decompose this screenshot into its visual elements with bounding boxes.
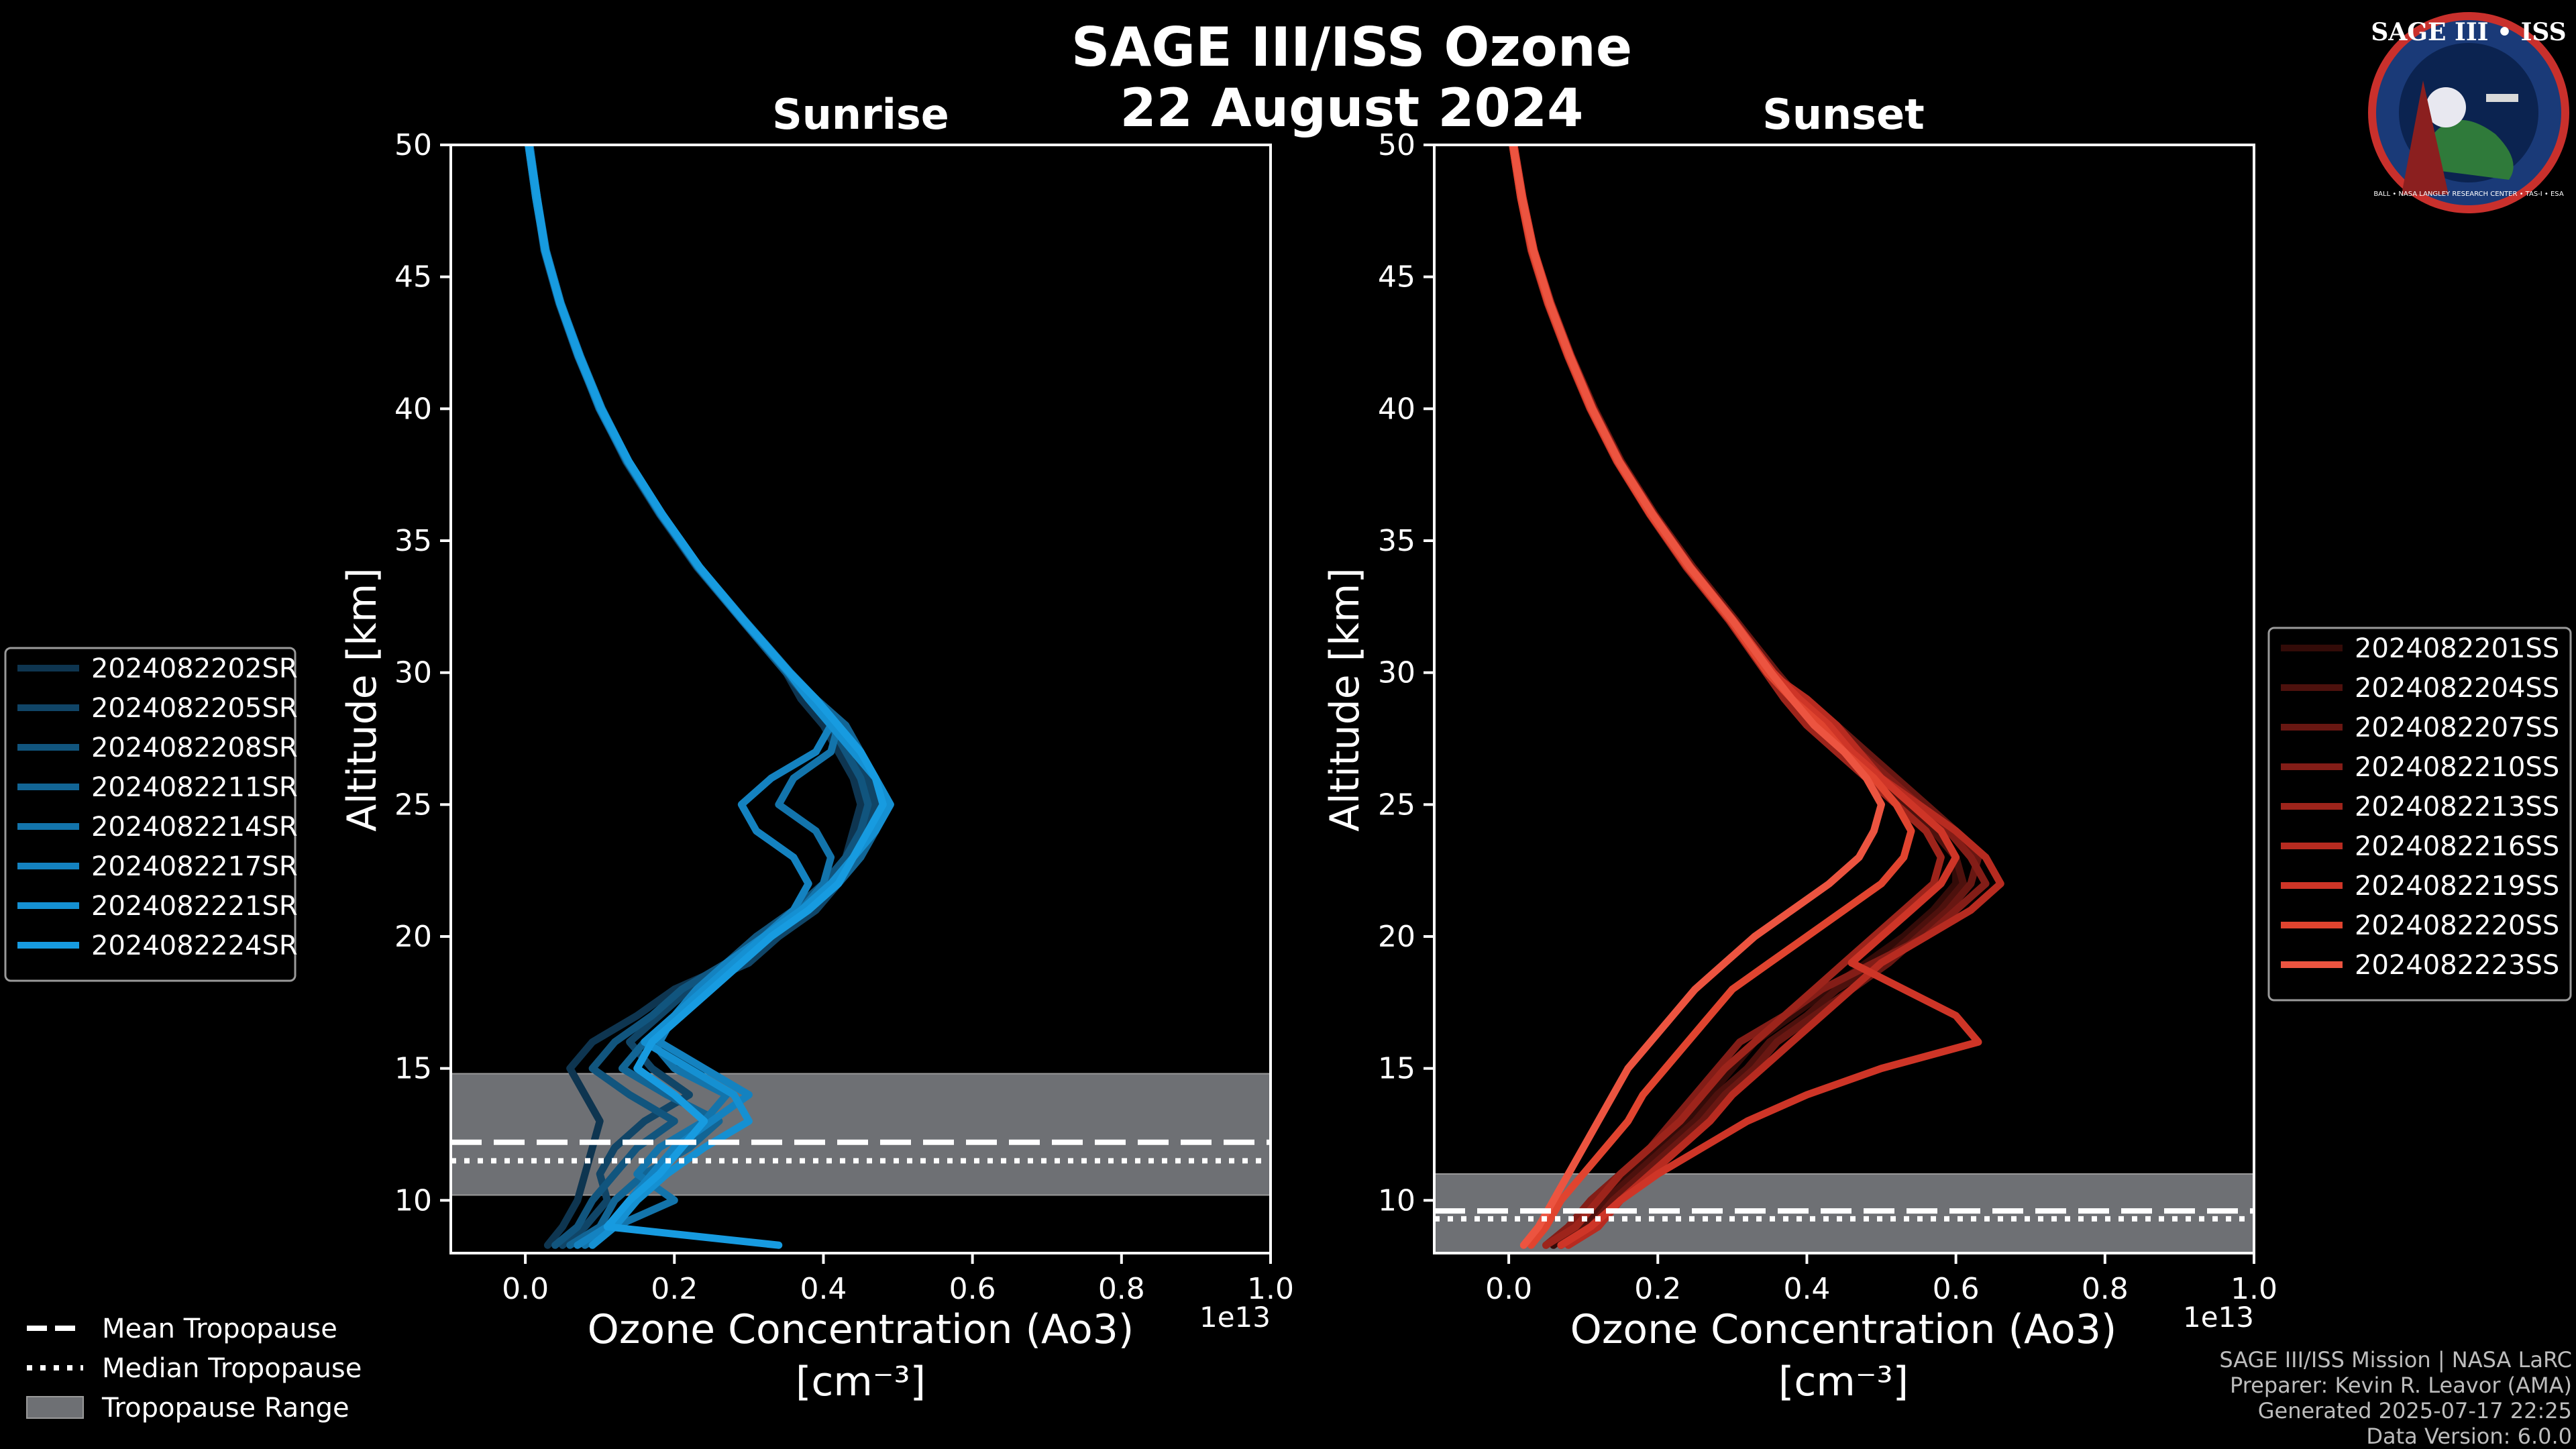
sunrise-legend-box [4, 647, 297, 982]
sunset-panel: Sunset 0.0 0.2 0.4 0.6 0.8 1.0 10 15 20 25 30 35 40 4… [1322, 90, 2277, 1405]
sunrise-x-offset-label: 1e13 [1199, 1301, 1271, 1334]
sunrise-y-tick-label: 25 [394, 788, 432, 822]
sunset-x-tick-label: 0.8 [2082, 1272, 2129, 1306]
sunrise-plot-area: 0.0 0.2 0.4 0.6 0.8 1.0 10 15 20 25 30 35 40 45 50 [394, 128, 1294, 1306]
tropopause-legend-label: Mean Tropopause [102, 1313, 337, 1344]
sunrise-x-tick-label: 0.0 [502, 1272, 549, 1306]
sunset-y-tick-label: 10 [1378, 1183, 1415, 1218]
sunset-plot-frame [1433, 144, 2255, 1254]
logo-name: SAGE III • ISS [2371, 18, 2566, 46]
mission-patch-logo: SAGE III • ISS BALL • NASA LANGLEY RESEA… [2368, 12, 2569, 213]
sunrise-y-tick-label: 20 [394, 920, 432, 954]
sunset-legend-label: 2024082204SS [2355, 673, 2559, 704]
tropopause-legend-label: Median Tropopause [102, 1353, 362, 1384]
sunrise-legend-label: 2024082208SR [91, 733, 298, 763]
logo-ring-text: BALL • NASA LANGLEY RESEARCH CENTER • TA… [2373, 191, 2564, 198]
sunrise-panel-title: Sunrise [772, 90, 949, 139]
sunset-x-tick-label: 0.6 [1933, 1272, 1980, 1306]
sunset-legend-label: 2024082219SS [2355, 871, 2559, 902]
sunset-y-axis-label: Altitude [km] [1322, 568, 1368, 832]
sunrise-series-line-2024082224SR [525, 145, 887, 1249]
sunrise-x-tick-label: 0.4 [800, 1272, 847, 1306]
sunset-y-tick-label: 25 [1378, 788, 1415, 822]
sunset-legend: 2024082201SS 2024082204SS 2024082207SS 2024… [2267, 627, 2572, 1002]
sunset-x-tick-label: 0.4 [1783, 1272, 1830, 1306]
sunrise-legend-label: 2024082205SR [91, 693, 298, 724]
sunrise-x-tick-label: 0.2 [651, 1272, 698, 1306]
iss-icon [2486, 94, 2518, 102]
sunset-x-axis-label: Ozone Concentration (Ao3) [1570, 1306, 2117, 1353]
sunrise-y-tick-label: 30 [394, 656, 432, 690]
sunset-y-tick-label: 50 [1378, 128, 1415, 162]
sunrise-y-tick-label: 45 [394, 260, 432, 294]
sunrise-plot-frame [449, 144, 1272, 1254]
sunrise-y-tick-label: 10 [394, 1183, 432, 1218]
sunrise-legend-label: 2024082224SR [91, 930, 298, 961]
sunrise-x-axis-units: [cm⁻³] [796, 1358, 926, 1405]
astronomer-figure-icon [2402, 80, 2449, 195]
sunrise-x-tick-label: 0.8 [1098, 1272, 1145, 1306]
sunset-legend-box [2267, 627, 2572, 1002]
sunrise-panel: Sunrise 0.0 0.2 0.4 0.6 0.8 1.0 10 15 20 25 30 35 40… [339, 90, 1294, 1405]
tropopause-legend-label: Tropopause Range [101, 1393, 350, 1424]
sunrise-y-tick-label: 35 [394, 524, 432, 558]
sunset-series-line-2024082223SS [1509, 145, 1885, 1249]
sunrise-y-axis-label: Altitude [km] [339, 568, 386, 832]
sunrise-legend-label: 2024082202SR [91, 653, 298, 684]
sunrise-legend-label: 2024082217SR [91, 851, 298, 882]
sunrise-tropopause-range-band [450, 1073, 1271, 1196]
sunset-panel-title: Sunset [1762, 90, 1925, 139]
sunset-legend-label: 2024082213SS [2355, 792, 2559, 822]
sunrise-x-tick-label: 0.6 [949, 1272, 996, 1306]
credit-line: Generated 2025-07-17 22:25 [2258, 1398, 2572, 1424]
moon-icon [2426, 87, 2466, 127]
sunset-legend-label: 2024082207SS [2355, 712, 2559, 743]
sunset-y-tick-label: 20 [1378, 920, 1415, 954]
sunset-x-offset-label: 1e13 [2183, 1301, 2254, 1334]
credit-line: SAGE III/ISS Mission | NASA LaRC [2219, 1347, 2572, 1373]
sunset-y-tick-label: 30 [1378, 656, 1415, 690]
sunset-y-tick-label: 45 [1378, 260, 1415, 294]
sunset-y-tick-label: 35 [1378, 524, 1415, 558]
sunrise-x-tick-label: 1.0 [1247, 1272, 1294, 1306]
credit-line: Data Version: 6.0.0 [2366, 1424, 2572, 1449]
sunrise-x-axis-label: Ozone Concentration (Ao3) [588, 1306, 1134, 1353]
sunset-legend-label: 2024082220SS [2355, 910, 2559, 941]
sunrise-legend-label: 2024082214SR [91, 812, 298, 843]
sunset-y-tick-label: 40 [1378, 392, 1415, 426]
tropopause-legend: Mean Tropopause Median Tropopause Tropopau… [26, 1313, 362, 1424]
credit-line: Preparer: Kevin R. Leavor (AMA) [2230, 1373, 2572, 1398]
sunset-x-tick-label: 1.0 [2231, 1272, 2277, 1306]
figure-title: SAGE III/ISS Ozone [1071, 16, 1632, 78]
sunrise-legend: 2024082202SR 2024082205SR 2024082208SR 2024… [4, 647, 298, 982]
sunset-x-tick-label: 0.0 [1485, 1272, 1532, 1306]
sunrise-y-tick-label: 50 [394, 128, 432, 162]
sunset-legend-label: 2024082210SS [2355, 752, 2559, 783]
sunset-legend-label: 2024082201SS [2355, 633, 2559, 664]
sunrise-legend-label: 2024082221SR [91, 891, 298, 922]
sunset-legend-label: 2024082223SS [2355, 950, 2559, 981]
sunset-legend-label: 2024082216SS [2355, 831, 2559, 862]
sunset-x-tick-label: 0.2 [1634, 1272, 1681, 1306]
sunrise-y-tick-label: 15 [394, 1052, 432, 1086]
sunset-x-axis-units: [cm⁻³] [1778, 1358, 1909, 1405]
sunset-y-tick-label: 15 [1378, 1052, 1415, 1086]
credits-block: SAGE III/ISS Mission | NASA LaRCPreparer… [2219, 1347, 2572, 1449]
figure-subtitle: 22 August 2024 [1120, 78, 1584, 139]
sunrise-legend-label: 2024082211SR [91, 772, 298, 803]
sunrise-y-tick-label: 40 [394, 392, 432, 426]
sunset-plot-area: 0.0 0.2 0.4 0.6 0.8 1.0 10 15 20 25 30 35 40 45 50 [1378, 128, 2277, 1306]
legend-tropopause-range-swatch [26, 1396, 84, 1419]
